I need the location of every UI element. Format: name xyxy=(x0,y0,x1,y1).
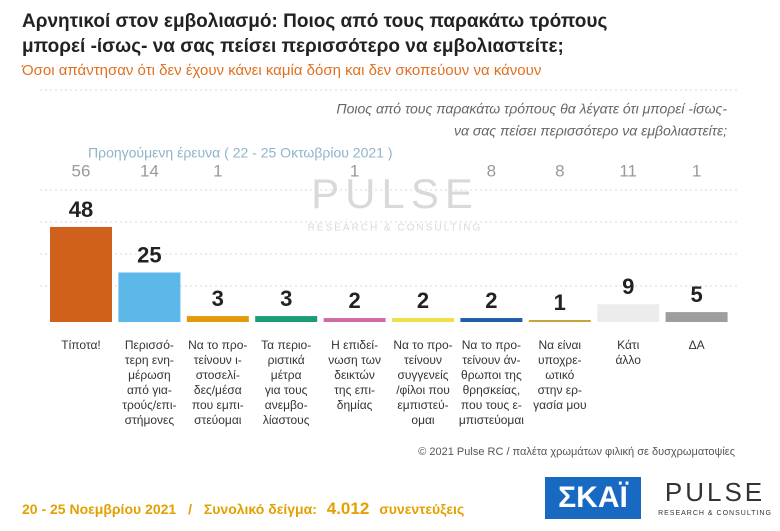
category-label: δες/μέσα xyxy=(194,383,242,397)
title: μπορεί -ίσως- να σας πείσει περισσότερο … xyxy=(22,36,564,57)
previous-value: 1 xyxy=(213,161,222,180)
category-label: μπιστεύομαι xyxy=(459,413,524,427)
previous-label: Προηγούμενη έρευνα ( 22 - 25 Οκτωβρίου 2… xyxy=(88,145,393,161)
previous-value: 11 xyxy=(619,161,637,180)
category-label: άλλο xyxy=(615,353,641,367)
category-label: μέρωση xyxy=(128,368,171,382)
category-label: Περισσό- xyxy=(125,338,174,352)
bar xyxy=(186,316,249,322)
value-label: 9 xyxy=(622,274,634,299)
category-label: από για- xyxy=(127,383,172,397)
category-label: νωση των xyxy=(328,353,381,367)
previous-value: 1 xyxy=(692,161,701,180)
value-label: 1 xyxy=(554,290,566,315)
category-label: που τους ε- xyxy=(461,398,522,412)
category-label: Να το προ- xyxy=(188,338,247,352)
category-label: ριστικά xyxy=(268,353,305,367)
value-label: 3 xyxy=(212,286,224,311)
category-label: ανεμβο- xyxy=(265,398,308,412)
category-label: της επι- xyxy=(334,383,375,397)
bar xyxy=(392,318,454,322)
pollster-logo: PULSE xyxy=(665,477,765,507)
bar xyxy=(255,316,318,322)
footer: 20 - 25 Νοεμβρίου 2021 / Συνολικό δείγμα… xyxy=(22,499,464,518)
broadcaster-logo: ΣΚΑΪ xyxy=(558,481,628,514)
category-label: στεύομαι xyxy=(194,413,242,427)
bar xyxy=(665,312,728,322)
category-label: τείνουν xyxy=(404,353,442,367)
previous-value: 56 xyxy=(72,161,91,180)
category-label: ωτικό xyxy=(545,368,574,382)
category-label: θρωποι της xyxy=(461,368,522,382)
value-label: 3 xyxy=(280,286,292,311)
bar xyxy=(323,318,386,322)
category-label: τείνουν άν- xyxy=(462,353,520,367)
category-label: συγγενείς xyxy=(397,368,448,382)
category-label: ομαι xyxy=(411,413,435,427)
category-label: τερη ενη- xyxy=(125,353,174,367)
value-label: 2 xyxy=(348,288,360,313)
category-label: στήμονες xyxy=(125,413,175,427)
category-label: υποχρε- xyxy=(538,353,582,367)
bar xyxy=(118,272,181,322)
category-label: δημίας xyxy=(337,398,373,412)
category-label: Να το προ- xyxy=(462,338,521,352)
category-label: λίαστους xyxy=(263,413,310,427)
category-label: γασία μου xyxy=(533,398,586,412)
value-label: 48 xyxy=(69,197,93,222)
footer-separator: / xyxy=(188,501,192,517)
category-label: δεικτών xyxy=(334,368,375,382)
bar xyxy=(528,320,591,322)
footer-sample-label: Συνολικό δείγμα: xyxy=(204,501,317,517)
category-label: εμπιστεύ- xyxy=(397,398,448,412)
pollster-tagline: RESEARCH & CONSULTING xyxy=(658,510,772,517)
value-label: 5 xyxy=(690,282,702,307)
dashed-rules xyxy=(40,89,740,287)
bar xyxy=(597,304,660,322)
previous-value: 8 xyxy=(555,161,564,180)
category-label: για τους xyxy=(265,383,308,397)
category-label: /φίλοι που xyxy=(396,383,450,397)
credit: © 2021 Pulse RC / παλέτα χρωμάτων φιλική… xyxy=(418,446,735,458)
category-label: Η επιδεί- xyxy=(331,338,378,352)
category-label: μέτρα xyxy=(271,368,302,382)
category-label: Κάτι xyxy=(617,338,640,352)
category-label: που εμπι- xyxy=(192,398,244,412)
footer-date: 20 - 25 Νοεμβρίου 2021 xyxy=(22,501,176,517)
category-label: Να το προ- xyxy=(393,338,452,352)
bar xyxy=(460,318,523,322)
watermark: PULSE xyxy=(311,170,479,217)
subtitle: Όσοι απάντησαν ότι δεν έχουν κάνει καμία… xyxy=(21,62,541,79)
category-label: ΔΑ xyxy=(689,338,705,352)
previous-value: 8 xyxy=(487,161,496,180)
category-label: στην ερ- xyxy=(538,383,582,397)
category-label: Να είναι xyxy=(539,338,582,352)
category-label: θρησκείας, xyxy=(463,383,521,397)
broadcaster-logo-box xyxy=(545,477,641,519)
bar xyxy=(50,226,112,322)
category-label: Τα περιο- xyxy=(261,338,311,352)
question: Ποιος από τους παρακάτω τρόπους θα λέγατ… xyxy=(336,101,727,117)
watermark-tagline: RESEARCH & CONSULTING xyxy=(308,223,483,234)
title: Αρνητικοί στον εμβολιασμό: Ποιος από του… xyxy=(22,11,607,32)
footer-sample-size: 4.012 xyxy=(327,499,370,518)
question: να σας πείσει περισσότερο να εμβολιαστεί… xyxy=(454,123,727,139)
category-label: στοσελί- xyxy=(196,368,240,382)
value-label: 2 xyxy=(485,288,497,313)
category-label: τείνουν ι- xyxy=(194,353,242,367)
category-label: Τίποτα! xyxy=(61,338,100,352)
value-label: 25 xyxy=(137,242,161,267)
value-label: 2 xyxy=(417,288,429,313)
previous-value: 1 xyxy=(350,161,359,180)
footer-sample-unit: συνεντεύξεις xyxy=(379,501,464,517)
previous-value: 14 xyxy=(140,161,159,180)
category-label: τρούς/επι- xyxy=(122,398,176,412)
